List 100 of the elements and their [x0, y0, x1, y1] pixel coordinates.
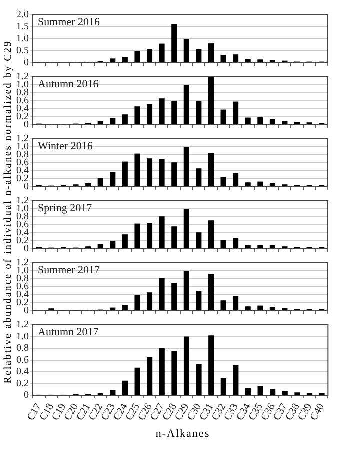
y-tick-label: 0.5 — [16, 46, 29, 57]
bar — [196, 168, 202, 186]
y-tick-label: 1.5 — [16, 22, 29, 33]
bar — [282, 391, 288, 396]
bar — [245, 306, 251, 310]
bar — [98, 244, 104, 248]
bar — [122, 380, 128, 396]
bar — [172, 24, 178, 62]
bar — [258, 60, 264, 62]
bar — [122, 234, 128, 248]
bar — [147, 357, 153, 396]
y-tick-label: 0 — [24, 58, 29, 69]
bar — [208, 44, 214, 62]
bar — [245, 388, 251, 396]
y-tick-label: 0.6 — [16, 354, 29, 366]
bar — [110, 390, 116, 396]
bar — [159, 278, 165, 310]
bar — [110, 308, 116, 310]
bar — [233, 173, 239, 186]
bar — [233, 102, 239, 124]
chart-title: Summer 2016 — [38, 16, 101, 28]
bar — [147, 292, 153, 310]
bar — [208, 336, 214, 396]
bar — [147, 223, 153, 248]
bar — [110, 58, 116, 62]
x-axis-title: n-Alkanes — [154, 428, 212, 440]
bar — [233, 366, 239, 396]
bar — [208, 220, 214, 248]
bar — [196, 364, 202, 396]
bar — [245, 245, 251, 248]
bar — [172, 226, 178, 248]
bar — [258, 306, 264, 310]
chart-title: Summer 2017 — [38, 264, 101, 276]
bar — [220, 300, 226, 310]
bar — [220, 110, 226, 124]
bar — [220, 240, 226, 248]
bar — [134, 368, 140, 396]
bar — [159, 159, 165, 186]
bar — [159, 348, 165, 396]
y-tick-label: 1.0 — [16, 34, 29, 45]
chart-title: Winter 2016 — [38, 140, 94, 152]
y-axis-title: Relabtive abundance of individual n-alkanes normalized by C29 — [3, 39, 15, 386]
bar — [159, 44, 165, 62]
bar — [134, 51, 140, 62]
chart-title: Autumn 2017 — [38, 326, 100, 338]
bar — [245, 118, 251, 124]
y-tick-label: 0 — [24, 120, 29, 131]
bar — [122, 57, 128, 62]
bar — [233, 54, 239, 62]
bar — [172, 162, 178, 186]
bar — [270, 389, 276, 396]
bar — [220, 378, 226, 396]
bar — [294, 392, 300, 396]
bar — [98, 178, 104, 186]
bar — [220, 55, 226, 62]
bar — [196, 49, 202, 62]
bar — [270, 245, 276, 248]
bar — [184, 39, 190, 62]
bar — [245, 59, 251, 62]
bar — [98, 121, 104, 124]
bar — [184, 209, 190, 248]
bar — [282, 121, 288, 124]
bar — [258, 245, 264, 248]
y-tick-label: 0 — [24, 244, 29, 255]
bar — [184, 85, 190, 124]
bar — [270, 119, 276, 124]
bar — [147, 49, 153, 62]
bar — [233, 238, 239, 248]
bar — [245, 182, 251, 186]
bar — [184, 147, 190, 186]
bar — [86, 183, 92, 186]
y-tick-label: 0.8 — [16, 343, 29, 354]
bar — [184, 336, 190, 396]
bar — [110, 118, 116, 124]
bar — [159, 216, 165, 248]
bar — [208, 274, 214, 310]
bar — [147, 104, 153, 124]
bar — [208, 153, 214, 186]
bar — [270, 307, 276, 310]
bar — [122, 305, 128, 310]
bar — [122, 114, 128, 124]
bar — [196, 232, 202, 248]
y-tick-label: 1.2 — [16, 320, 29, 331]
bar — [172, 283, 178, 310]
bar — [122, 162, 128, 186]
bar — [258, 386, 264, 396]
bar — [134, 154, 140, 186]
bar — [110, 172, 116, 186]
bar — [233, 296, 239, 310]
bar — [159, 98, 165, 124]
chart-title: Autumn 2016 — [38, 78, 100, 90]
bar — [270, 183, 276, 186]
bar — [110, 241, 116, 248]
bar — [147, 158, 153, 186]
bar — [196, 101, 202, 124]
bar — [208, 77, 214, 124]
bar — [134, 224, 140, 248]
bar — [258, 117, 264, 124]
y-tick-label: 0.2 — [16, 378, 29, 390]
bar — [258, 182, 264, 186]
